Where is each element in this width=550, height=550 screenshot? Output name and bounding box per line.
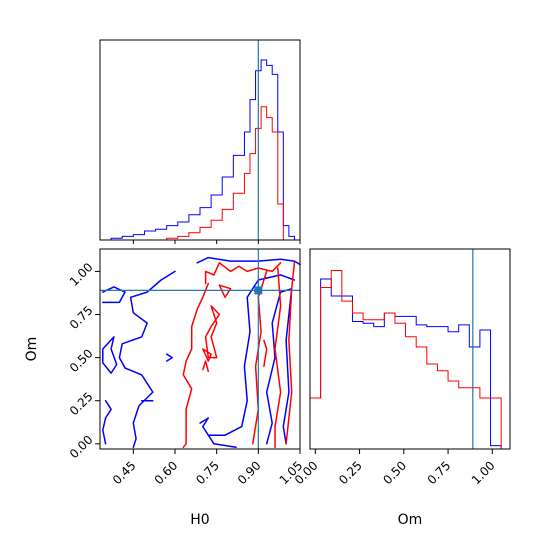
- contour-line-20: [285, 262, 296, 445]
- h0-histogram-series-1: [100, 59, 300, 241]
- contour-frame: [99, 248, 301, 450]
- contour-line-16: [202, 348, 212, 362]
- om-histogram-frame: [309, 248, 511, 450]
- truth-marker: [254, 286, 263, 295]
- h0-histogram-series-2: [100, 106, 300, 241]
- om-histogram-series-1: [310, 278, 510, 450]
- contour-line-11: [199, 417, 210, 428]
- contour-xlabel: H0: [190, 512, 209, 528]
- contour-line-19: [274, 267, 282, 449]
- contour-line-8: [207, 274, 296, 436]
- contour-line-15: [204, 305, 221, 359]
- contour-line-17: [202, 360, 210, 373]
- contour-line-12: [204, 262, 282, 285]
- contour-line-5: [102, 399, 112, 445]
- om-hist-xlabel: Om: [398, 512, 423, 528]
- contour-line-10: [265, 287, 293, 445]
- contour-line-13: [182, 282, 210, 449]
- contour-line-9: [202, 425, 237, 449]
- contour-ylabel: Om: [24, 337, 40, 362]
- h0-histogram-frame: [99, 39, 301, 241]
- h0-histogram-panel: [99, 39, 301, 244]
- contour-line-3: [102, 286, 126, 304]
- contour-line-2: [118, 270, 176, 449]
- contour-line-4: [102, 336, 118, 374]
- contour-line-14: [218, 284, 232, 299]
- contour-line-7: [165, 353, 173, 362]
- contour-line-21: [263, 339, 268, 367]
